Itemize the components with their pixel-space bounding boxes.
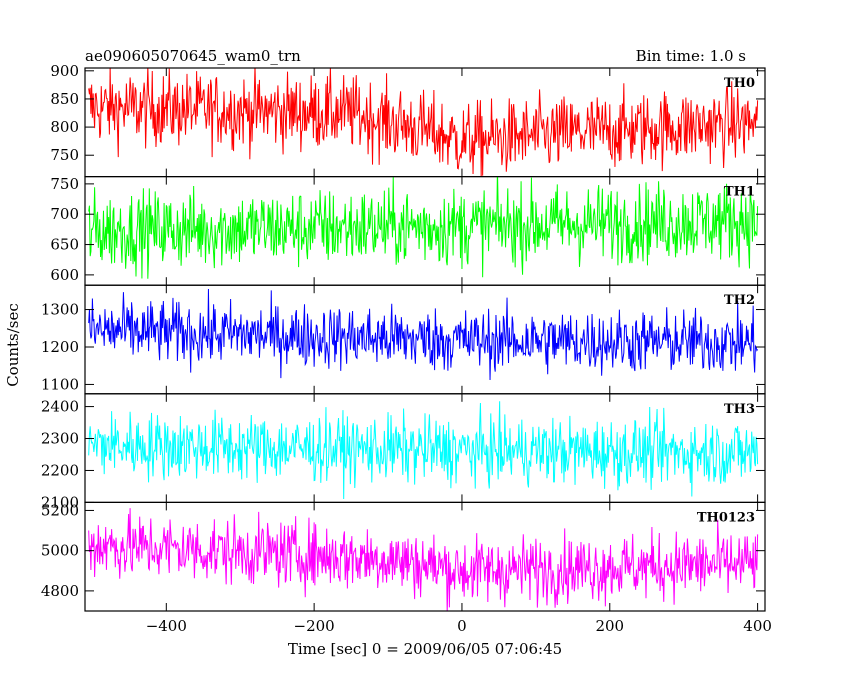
y-tick-label: 900 — [50, 62, 79, 80]
panel-label: TH3 — [724, 402, 755, 417]
x-axis-label: Time [sec] 0 = 2009/06/05 07:06:45 — [288, 640, 562, 658]
y-tick-label: 750 — [50, 146, 79, 164]
y-tick-label: 2300 — [41, 430, 79, 448]
series-th0123 — [88, 508, 759, 611]
y-tick-label: 650 — [50, 236, 79, 254]
series-th1 — [88, 176, 759, 279]
panel-th1: 600 650 700 750 TH1 — [50, 175, 766, 286]
x-axis: −400 −200 0 200 400 — [146, 617, 772, 635]
series-th2 — [88, 288, 759, 381]
series-th0 — [88, 68, 759, 177]
x-tick-label: −400 — [146, 617, 187, 635]
y-tick-label: 750 — [50, 175, 79, 193]
x-tick-label: 200 — [595, 617, 624, 635]
chart-title: ae090605070645_wam0_trn — [85, 47, 301, 65]
panel-th3: 2100 2200 2300 2400 TH3 — [41, 393, 766, 511]
y-tick-label: 2100 — [41, 493, 79, 511]
x-tick-label: −200 — [294, 617, 335, 635]
y-tick-label: 800 — [50, 118, 79, 136]
x-tick-label: 0 — [457, 617, 467, 635]
y-tick-label: 700 — [50, 205, 79, 223]
panel-th0123: 4800 5000 5200 TH0123 — [41, 501, 766, 612]
y-tick-label: 600 — [50, 266, 79, 284]
bin-time-label: Bin time: 1.0 s — [636, 47, 746, 65]
series-th3 — [88, 401, 759, 500]
y-tick-label: 1100 — [41, 375, 79, 393]
panels-group: 750 800 850 900 TH0 600 650 700 750 TH1 1100 1200 13… — [41, 62, 766, 612]
x-tick-label: 400 — [743, 617, 772, 635]
panel-th0: 750 800 850 900 TH0 — [50, 62, 766, 178]
y-tick-label: 1200 — [41, 338, 79, 356]
panel-frame — [84, 501, 766, 612]
y-tick-label: 4800 — [41, 582, 79, 600]
y-tick-label: 5000 — [41, 542, 79, 560]
panel-label: TH0123 — [697, 510, 755, 525]
y-tick-label: 850 — [50, 90, 79, 108]
panel-label: TH2 — [724, 293, 755, 308]
panel-th2: 1100 1200 1300 TH2 — [41, 284, 766, 395]
panel-label: TH0 — [724, 76, 755, 91]
y-tick-label: 5200 — [41, 501, 79, 519]
y-axis-label: Counts/sec — [4, 303, 22, 387]
panel-label: TH1 — [724, 185, 755, 200]
y-tick-label: 1300 — [41, 301, 79, 319]
y-tick-label: 2200 — [41, 461, 79, 479]
y-tick-label: 2400 — [41, 398, 79, 416]
